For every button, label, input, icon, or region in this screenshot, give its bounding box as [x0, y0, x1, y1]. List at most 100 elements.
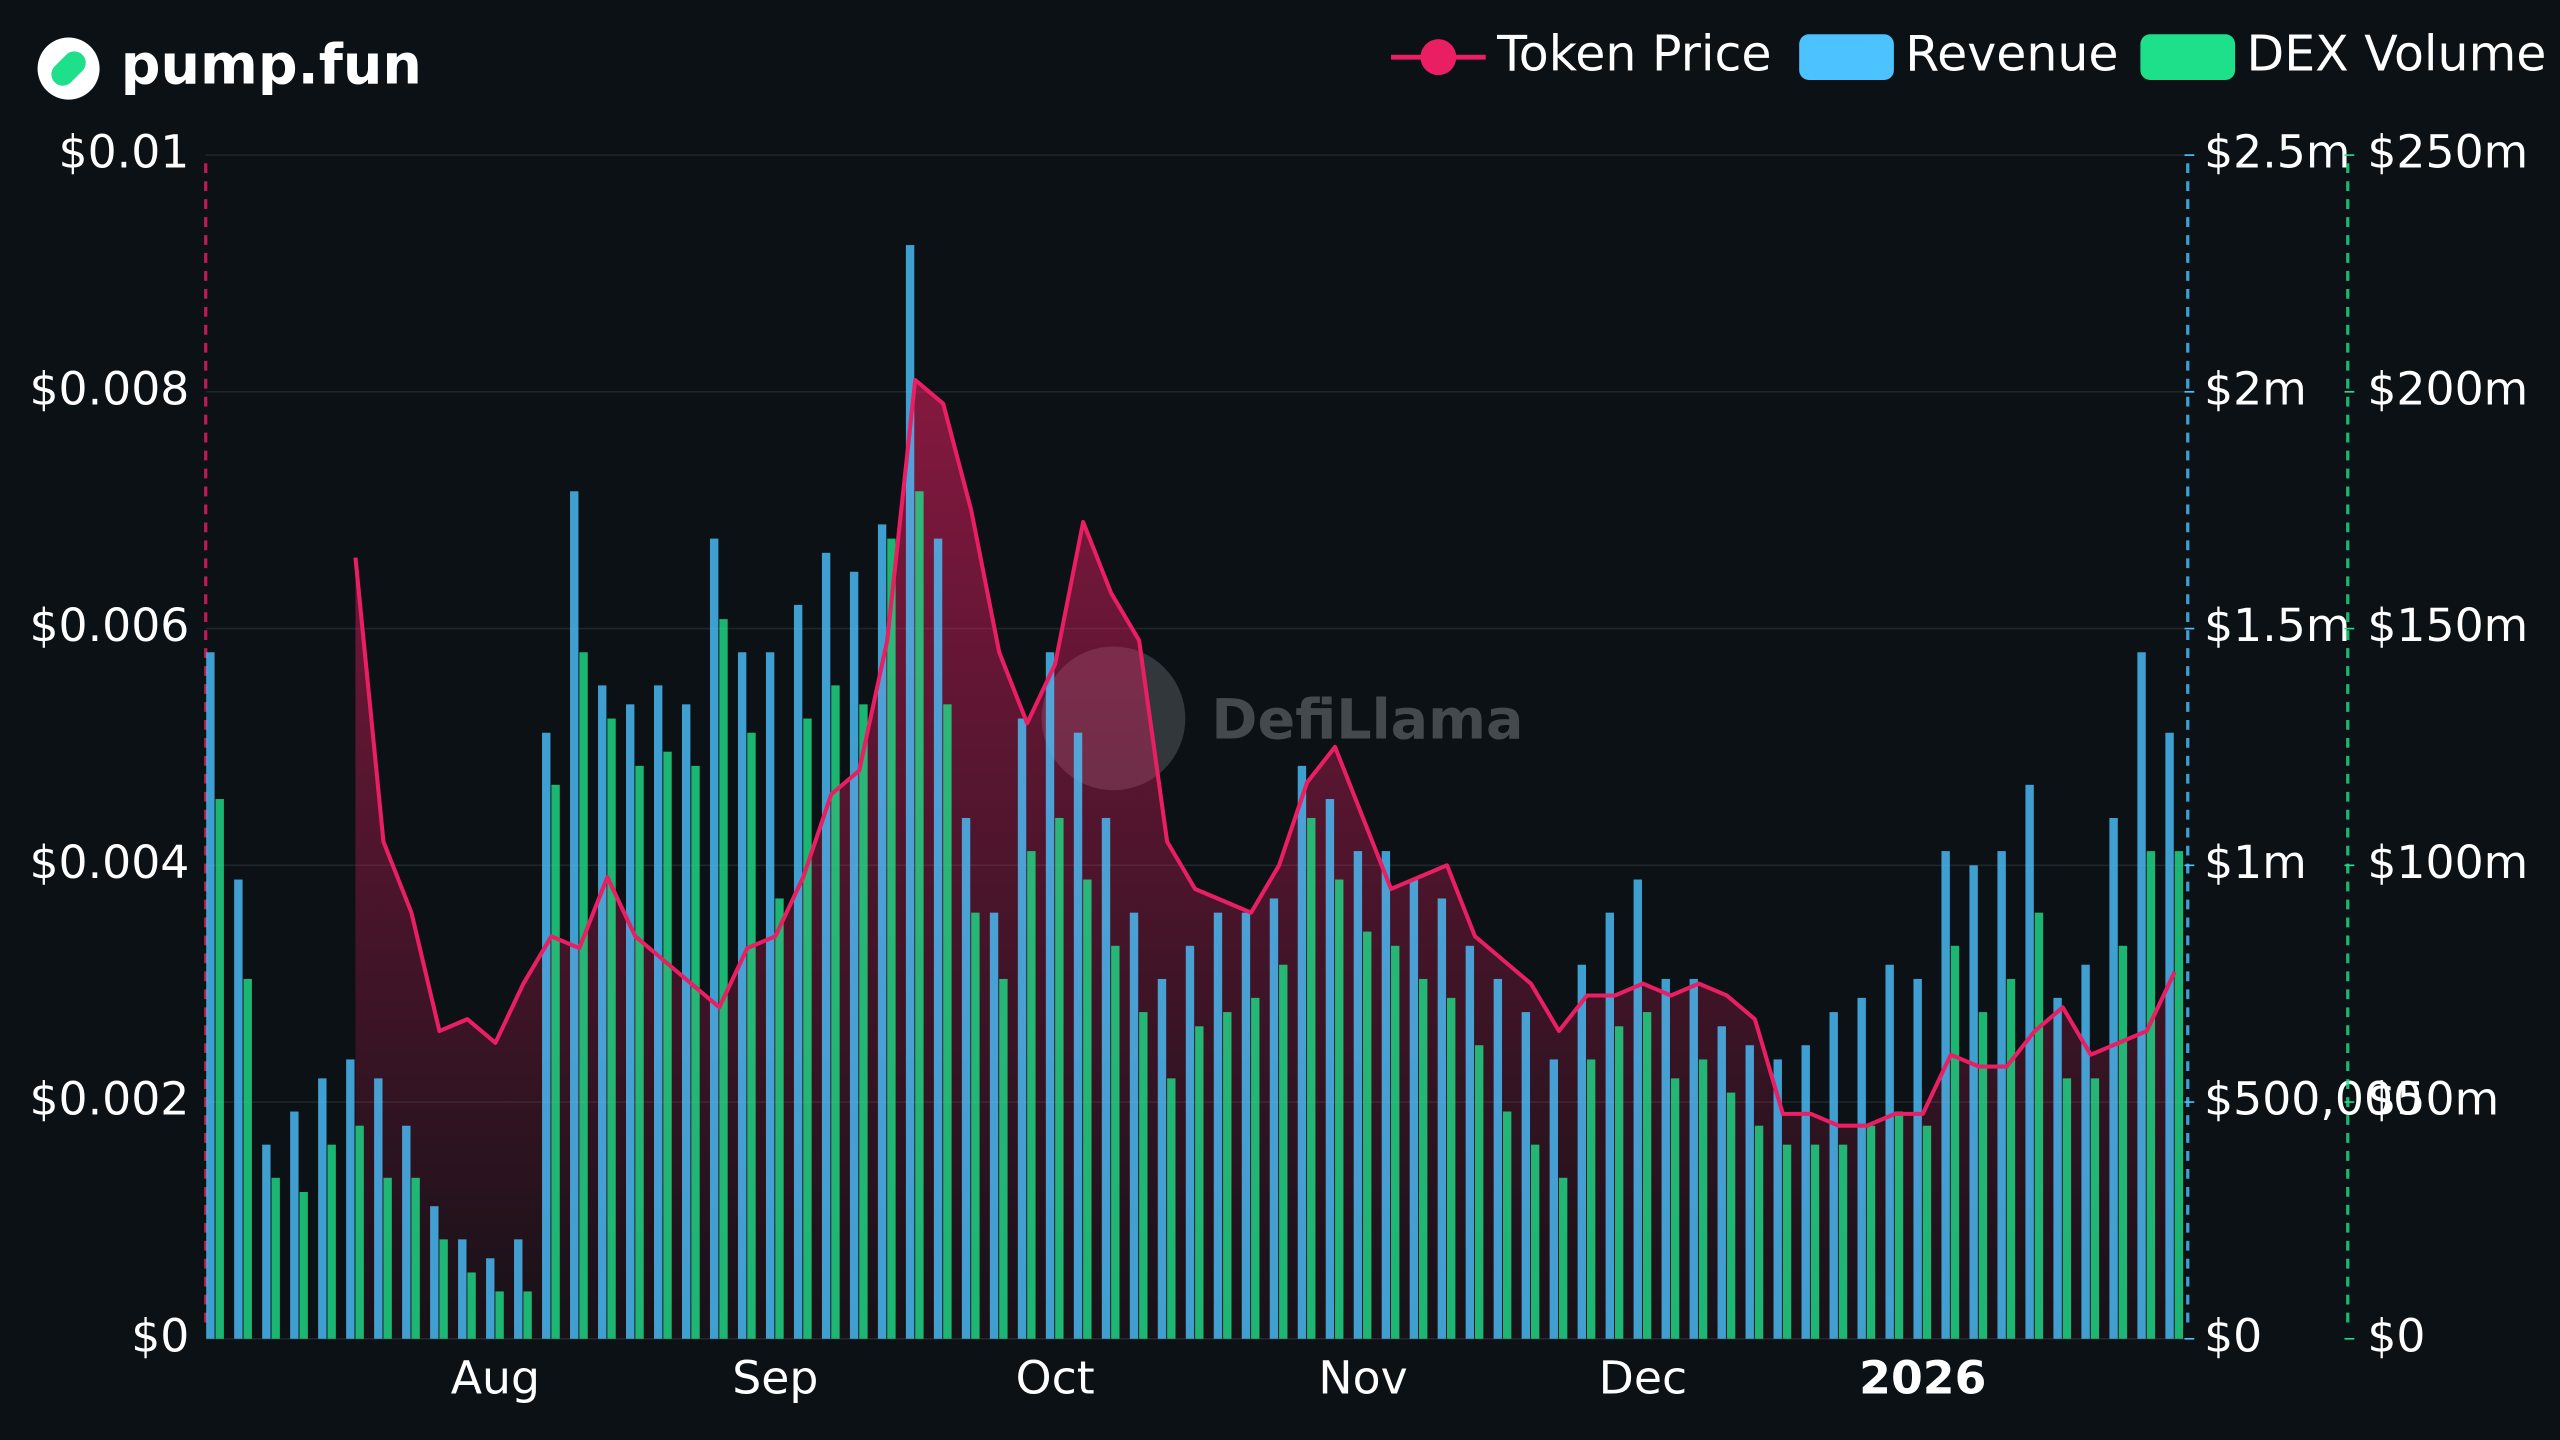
bar [2034, 912, 2044, 1339]
bar [607, 718, 616, 1339]
bar [1353, 851, 1363, 1339]
bar [1437, 898, 1447, 1339]
bar [514, 1239, 523, 1339]
bar [1335, 879, 1344, 1339]
bar [1269, 898, 1279, 1339]
bar [1185, 945, 1195, 1339]
bar [1558, 1177, 1568, 1339]
bar [989, 912, 999, 1339]
bar [793, 604, 803, 1339]
y2-tick-label: $500,000 [2204, 1073, 2422, 1126]
bar [439, 1239, 448, 1339]
y3-tick-label: $100m [2367, 836, 2528, 889]
bar [2146, 851, 2156, 1339]
bar [635, 765, 644, 1339]
watermark-text: DefiLlama [1211, 687, 1523, 752]
bar [1129, 912, 1139, 1339]
y-tick-label: $0.008 [29, 362, 189, 415]
bar [430, 1206, 439, 1339]
x-tick-label: Dec [1599, 1352, 1687, 1405]
bar [1717, 1026, 1726, 1339]
bar [598, 685, 607, 1339]
bar [262, 1144, 271, 1339]
bar [1829, 1012, 1838, 1339]
y3-tick-label: $200m [2367, 362, 2528, 415]
bar [1055, 817, 1064, 1339]
bar [2053, 997, 2062, 1339]
bar [1754, 1125, 1764, 1339]
bar [542, 732, 551, 1339]
bar [1773, 1059, 1782, 1339]
bar [1885, 964, 1894, 1339]
bar [961, 817, 971, 1339]
bar [849, 571, 859, 1339]
y-tick-label: $0 [131, 1309, 189, 1362]
legend-label: Revenue [1905, 26, 2118, 83]
bar [1978, 1012, 1988, 1339]
bar [1493, 978, 1503, 1339]
bar [1073, 732, 1083, 1339]
legend-item: DEX Volume [2140, 26, 2546, 83]
bar [663, 751, 672, 1339]
y3-tick-label: $250m [2367, 126, 2528, 179]
y2-tick-label: $1m [2204, 836, 2307, 889]
bar [346, 1059, 355, 1339]
bar [234, 879, 243, 1339]
bar [1661, 978, 1670, 1339]
bar [458, 1239, 467, 1339]
bar [1521, 1012, 1531, 1339]
x-tick-label: Nov [1318, 1352, 1407, 1405]
bar [877, 524, 887, 1339]
header-title: pump.fun [121, 33, 422, 98]
bar [467, 1272, 476, 1339]
bar [1419, 978, 1428, 1339]
bar [243, 978, 252, 1339]
y2-tick-label: $0 [2204, 1309, 2262, 1362]
bar [290, 1111, 299, 1339]
y-tick-label: $0.006 [29, 599, 189, 652]
legend-swatch [2140, 34, 2236, 80]
y2-tick-label: $2m [2204, 362, 2307, 415]
bar [523, 1291, 532, 1339]
bar [1139, 1012, 1148, 1339]
y2-tick-label: $1.5m [2204, 599, 2350, 652]
bar [486, 1258, 495, 1339]
bar [1801, 1045, 1810, 1339]
y-tick-label: $0.01 [59, 126, 190, 179]
bar [2109, 817, 2118, 1339]
bar [1857, 997, 1866, 1339]
bar [747, 732, 756, 1339]
bar [327, 1144, 336, 1339]
bar [1969, 865, 1978, 1339]
y-tick-label: $0.002 [29, 1073, 189, 1126]
legend-label: DEX Volume [2247, 26, 2547, 83]
legend-swatch-dot [1420, 39, 1457, 76]
bar [1083, 879, 1092, 1339]
bar [1027, 851, 1036, 1339]
bar [1409, 879, 1419, 1339]
legend-label: Token Price [1496, 26, 1771, 83]
bar [859, 704, 868, 1339]
bar [355, 1125, 364, 1339]
bar [1241, 912, 1251, 1339]
bar [653, 685, 663, 1339]
bar [1577, 964, 1587, 1339]
bar [765, 652, 775, 1339]
bar [719, 619, 728, 1339]
logo [37, 37, 100, 100]
bar [1465, 945, 1475, 1339]
bar [709, 538, 719, 1339]
bar [2118, 945, 2128, 1339]
x-tick-label: 2026 [1859, 1352, 1986, 1405]
bar [831, 685, 840, 1339]
y3-tick-label: $150m [2367, 599, 2528, 652]
bar [1633, 879, 1642, 1339]
bar [905, 245, 915, 1339]
bar [299, 1192, 308, 1339]
legend-item: Revenue [1799, 26, 2119, 83]
bar [215, 799, 224, 1339]
bar [579, 652, 588, 1339]
bar [775, 898, 784, 1339]
bar [821, 552, 831, 1339]
bar [887, 538, 896, 1339]
